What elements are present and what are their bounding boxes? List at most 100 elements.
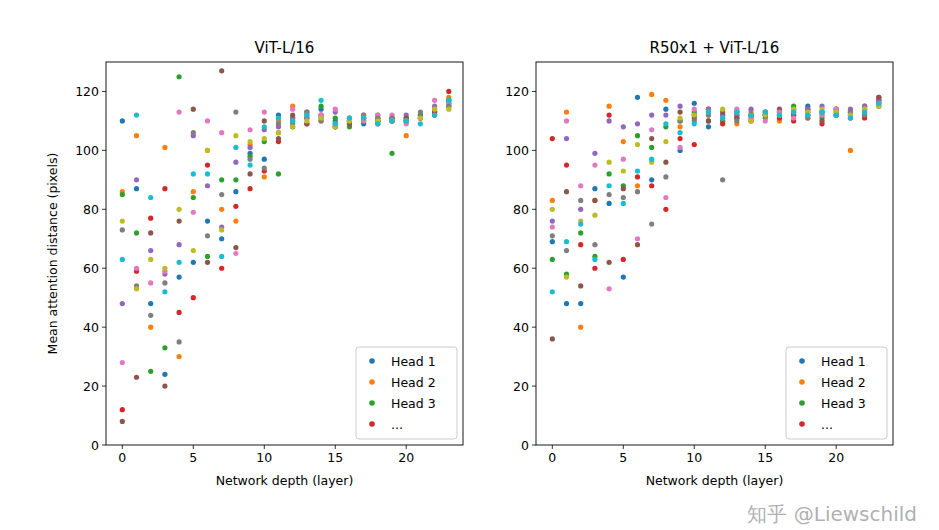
point [592, 198, 597, 203]
point [677, 136, 682, 141]
point [663, 207, 668, 212]
point [578, 207, 583, 212]
point [120, 419, 125, 424]
point [404, 118, 409, 123]
x-tick [552, 445, 553, 449]
point [177, 207, 182, 212]
point [720, 115, 725, 120]
point [290, 112, 295, 117]
point [592, 163, 597, 168]
point [290, 118, 295, 123]
point [635, 121, 640, 126]
point [177, 274, 182, 279]
y-tick [102, 386, 106, 387]
y-tick-label: 40 [83, 320, 99, 335]
point [191, 130, 196, 135]
point [607, 183, 612, 188]
point [120, 301, 125, 306]
point [134, 286, 139, 291]
point [333, 121, 338, 126]
point [706, 109, 711, 114]
point [247, 139, 252, 144]
point [162, 345, 167, 350]
legend-box [356, 347, 457, 439]
point [148, 230, 153, 235]
legend-marker [799, 379, 805, 385]
point [834, 112, 839, 117]
point [177, 354, 182, 359]
y-tick-label: 100 [505, 143, 529, 158]
point [290, 118, 295, 123]
point [564, 248, 569, 253]
point [361, 115, 366, 120]
point [233, 133, 238, 138]
point [276, 171, 281, 176]
legend-marker [799, 358, 805, 364]
x-tick [694, 445, 695, 449]
point [763, 109, 768, 114]
point [446, 107, 451, 112]
point [876, 101, 881, 106]
point [389, 118, 394, 123]
point [304, 118, 309, 123]
point [607, 112, 612, 117]
point [148, 325, 153, 330]
point [578, 325, 583, 330]
legend-marker [369, 358, 375, 364]
point [361, 115, 366, 120]
point [446, 98, 451, 103]
legend-marker [799, 421, 805, 427]
point [621, 201, 626, 206]
point [592, 242, 597, 247]
point [692, 121, 697, 126]
point [706, 118, 711, 123]
point [550, 239, 555, 244]
point [162, 372, 167, 377]
y-tick-label: 60 [513, 261, 529, 276]
point [233, 189, 238, 194]
point [649, 112, 654, 117]
point [404, 118, 409, 123]
x-tick [765, 445, 766, 449]
point [219, 236, 224, 241]
x-tick-label: 10 [686, 450, 702, 465]
point [432, 112, 437, 117]
point [120, 218, 125, 223]
point [848, 148, 853, 153]
point [191, 189, 196, 194]
point [134, 112, 139, 117]
point [162, 145, 167, 150]
point [120, 407, 125, 412]
point [148, 195, 153, 200]
point [233, 245, 238, 250]
point [621, 139, 626, 144]
point [550, 198, 555, 203]
point [404, 118, 409, 123]
point [389, 118, 394, 123]
y-tick [102, 209, 106, 210]
point [862, 109, 867, 114]
point [578, 221, 583, 226]
point [763, 118, 768, 123]
legend-marker [799, 400, 805, 406]
point [148, 313, 153, 318]
point [247, 186, 252, 191]
y-tick [102, 327, 106, 328]
point [834, 112, 839, 117]
point [677, 109, 682, 114]
x-tick [836, 445, 837, 449]
point [862, 109, 867, 114]
y-tick-label: 0 [91, 438, 99, 453]
point [578, 198, 583, 203]
point [276, 136, 281, 141]
point [692, 107, 697, 112]
point [148, 369, 153, 374]
point [791, 109, 796, 114]
point [276, 130, 281, 135]
point [592, 257, 597, 262]
y-tick-label: 80 [513, 202, 529, 217]
point [734, 109, 739, 114]
points [550, 92, 882, 342]
point [290, 124, 295, 129]
point [219, 227, 224, 232]
